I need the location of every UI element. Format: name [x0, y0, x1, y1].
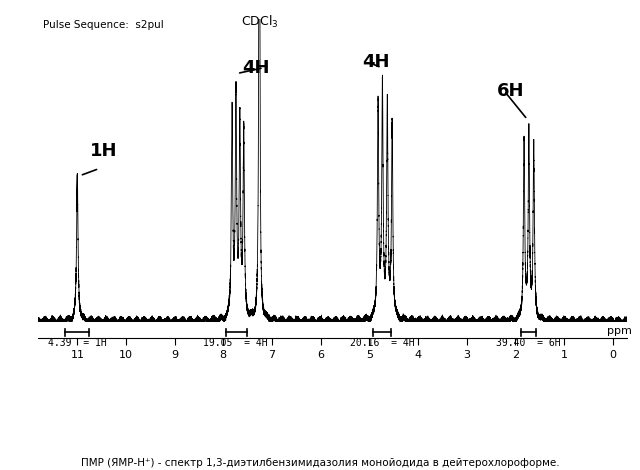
Text: 6H: 6H: [497, 82, 524, 100]
Text: ppm: ppm: [607, 326, 632, 336]
Text: 1H: 1H: [90, 142, 118, 160]
Text: 19.05  = 4H: 19.05 = 4H: [203, 338, 268, 348]
Text: 4H: 4H: [362, 53, 390, 71]
Text: 4H: 4H: [242, 59, 269, 77]
Text: CDCl$_3$: CDCl$_3$: [241, 14, 278, 31]
Text: 20.16  = 4H: 20.16 = 4H: [350, 338, 415, 348]
Text: Pulse Sequence:  s2pul: Pulse Sequence: s2pul: [44, 20, 164, 31]
Text: 39.40  = 6H: 39.40 = 6H: [496, 338, 561, 348]
Text: ПМР (ЯМР-Н⁺) - спектр 1,3-диэтилбензимидазолия монойодида в дейтерохлороформе.: ПМР (ЯМР-Н⁺) - спектр 1,3-диэтилбензимид…: [81, 458, 559, 468]
Text: 4.39  = 1H: 4.39 = 1H: [48, 338, 107, 348]
